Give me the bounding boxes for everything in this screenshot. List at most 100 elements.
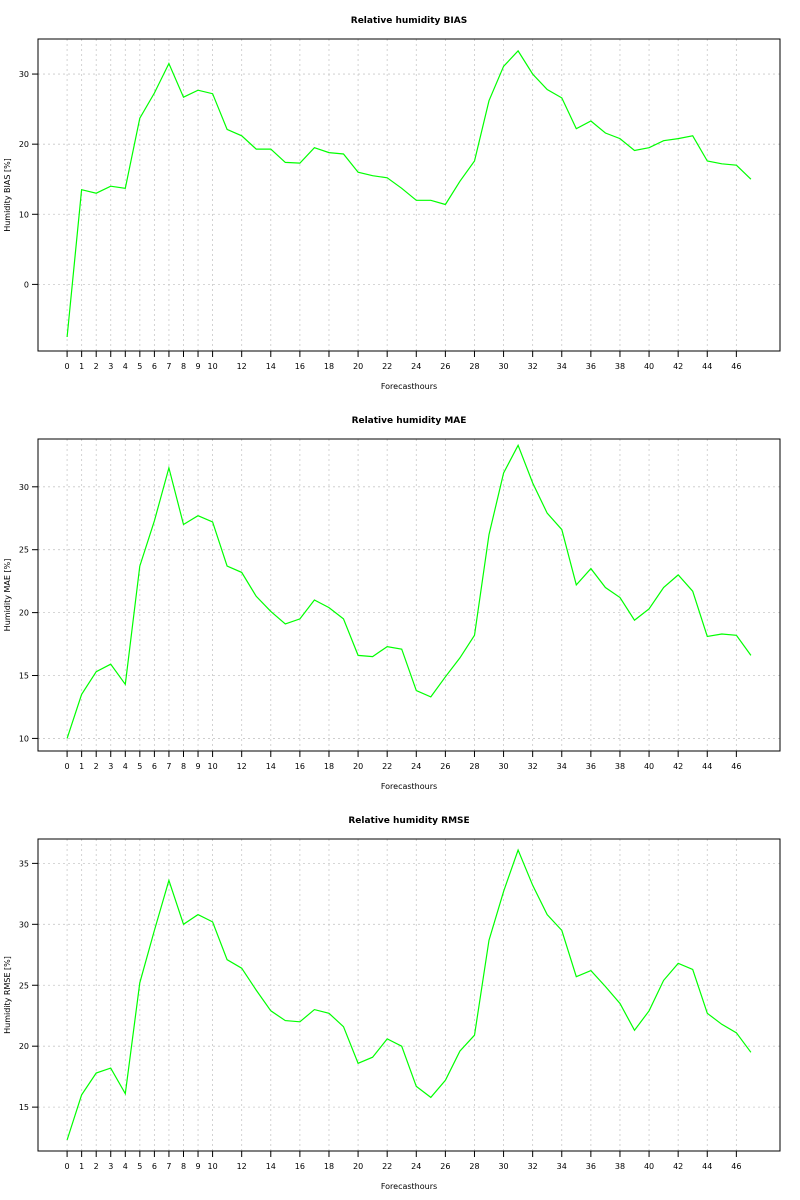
x-tick-label: 22 <box>382 362 392 371</box>
x-tick-label: 3 <box>108 362 113 371</box>
x-tick-label: 30 <box>498 362 508 371</box>
y-tick-label: 20 <box>19 609 29 618</box>
y-tick-label: 15 <box>19 1103 29 1112</box>
x-tick-label: 16 <box>295 362 305 371</box>
x-tick-label: 44 <box>702 762 712 771</box>
x-tick-label: 18 <box>324 362 334 371</box>
x-tick-label: 8 <box>181 362 186 371</box>
x-tick-label: 30 <box>498 1162 508 1171</box>
x-tick-label: 5 <box>137 1162 142 1171</box>
x-tick-label: 12 <box>237 1162 247 1171</box>
chart-title: Relative humidity RMSE <box>348 816 469 826</box>
x-tick-label: 7 <box>166 362 171 371</box>
x-tick-label: 24 <box>411 1162 421 1171</box>
x-tick-label: 12 <box>237 362 247 371</box>
x-tick-label: 7 <box>166 1162 171 1171</box>
x-tick-label: 28 <box>469 1162 479 1171</box>
x-tick-label: 6 <box>152 762 157 771</box>
x-tick-label: 1 <box>79 762 84 771</box>
y-tick-label: 30 <box>19 483 29 492</box>
x-tick-label: 26 <box>440 1162 450 1171</box>
x-tick-label: 38 <box>615 762 625 771</box>
y-tick-label: 0 <box>24 280 29 289</box>
x-tick-label: 14 <box>266 362 276 371</box>
x-tick-label: 2 <box>94 762 99 771</box>
y-tick-label: 20 <box>19 140 29 149</box>
x-tick-label: 28 <box>469 762 479 771</box>
x-tick-label: 44 <box>702 1162 712 1171</box>
x-axis-label: Forecasthours <box>381 1182 437 1191</box>
x-tick-label: 2 <box>94 1162 99 1171</box>
x-tick-label: 5 <box>137 362 142 371</box>
y-tick-label: 35 <box>19 859 29 868</box>
x-tick-label: 10 <box>207 1162 217 1171</box>
x-tick-label: 42 <box>673 362 683 371</box>
plot-frame <box>37 838 781 1152</box>
x-tick-label: 0 <box>65 362 70 371</box>
x-tick-label: 4 <box>123 1162 128 1171</box>
x-tick-label: 22 <box>382 1162 392 1171</box>
x-tick-label: 3 <box>108 1162 113 1171</box>
x-tick-label: 14 <box>266 1162 276 1171</box>
series-line <box>66 848 752 1141</box>
x-tick-label: 18 <box>324 1162 334 1171</box>
x-tick-label: 34 <box>557 1162 567 1171</box>
x-tick-label: 32 <box>528 762 538 771</box>
x-tick-label: 0 <box>65 762 70 771</box>
x-tick-label: 38 <box>615 362 625 371</box>
x-tick-label: 40 <box>644 362 654 371</box>
x-tick-label: 9 <box>195 1162 200 1171</box>
x-tick-label: 10 <box>207 362 217 371</box>
x-tick-label: 26 <box>440 762 450 771</box>
x-tick-label: 3 <box>108 762 113 771</box>
x-axis-label: Forecasthours <box>381 782 437 791</box>
x-tick-label: 12 <box>237 762 247 771</box>
x-axis-label: Forecasthours <box>381 382 437 391</box>
y-axis-label: Humidity MAE [%] <box>3 559 12 632</box>
x-tick-label: 0 <box>65 1162 70 1171</box>
x-tick-label: 30 <box>498 762 508 771</box>
y-tick-label: 25 <box>19 981 29 990</box>
x-tick-label: 18 <box>324 762 334 771</box>
x-tick-label: 20 <box>353 762 363 771</box>
x-tick-label: 4 <box>123 762 128 771</box>
x-tick-label: 26 <box>440 362 450 371</box>
x-tick-label: 8 <box>181 1162 186 1171</box>
x-tick-label: 40 <box>644 1162 654 1171</box>
x-tick-label: 32 <box>528 362 538 371</box>
series-line <box>66 443 752 739</box>
y-tick-label: 10 <box>19 734 29 743</box>
x-tick-label: 6 <box>152 1162 157 1171</box>
y-tick-label: 25 <box>19 546 29 555</box>
x-tick-label: 9 <box>195 762 200 771</box>
x-tick-label: 24 <box>411 362 421 371</box>
x-tick-label: 7 <box>166 762 171 771</box>
x-tick-label: 46 <box>731 1162 741 1171</box>
x-tick-label: 38 <box>615 1162 625 1171</box>
x-tick-label: 10 <box>207 762 217 771</box>
y-tick-label: 30 <box>19 920 29 929</box>
x-tick-label: 4 <box>123 362 128 371</box>
x-tick-label: 28 <box>469 362 479 371</box>
x-tick-label: 36 <box>586 362 596 371</box>
x-tick-label: 32 <box>528 1162 538 1171</box>
x-tick-label: 36 <box>586 762 596 771</box>
x-tick-label: 34 <box>557 362 567 371</box>
x-tick-label: 34 <box>557 762 567 771</box>
plot-frame <box>37 38 781 352</box>
y-axis-label: Humidity BIAS [%] <box>3 158 12 232</box>
x-tick-label: 2 <box>94 362 99 371</box>
y-tick-label: 20 <box>19 1042 29 1051</box>
x-tick-label: 24 <box>411 762 421 771</box>
x-tick-label: 1 <box>79 1162 84 1171</box>
x-tick-label: 36 <box>586 1162 596 1171</box>
plot-frame <box>37 438 781 752</box>
x-tick-label: 9 <box>195 362 200 371</box>
x-tick-label: 16 <box>295 762 305 771</box>
x-tick-label: 20 <box>353 1162 363 1171</box>
series-line <box>66 49 752 338</box>
x-tick-label: 1 <box>79 362 84 371</box>
x-tick-label: 16 <box>295 1162 305 1171</box>
